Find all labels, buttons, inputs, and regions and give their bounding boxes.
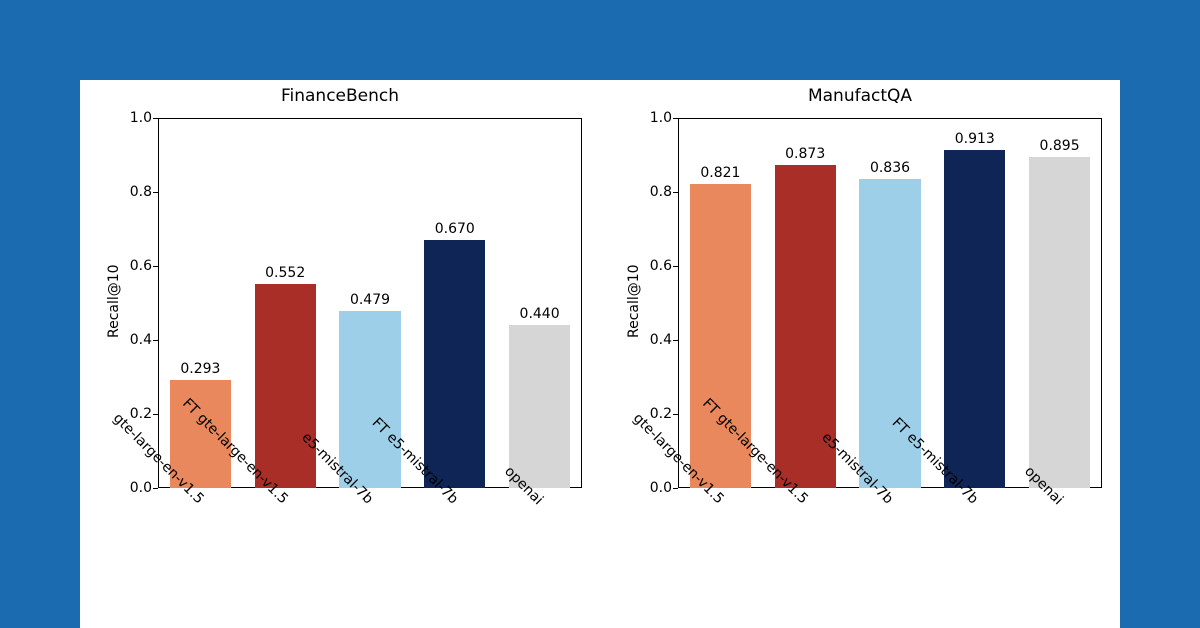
- y-tick-mark: [673, 340, 678, 341]
- y-tick-mark: [673, 118, 678, 119]
- y-tick-label: 0.6: [644, 258, 672, 274]
- chart-title: FinanceBench: [80, 86, 600, 106]
- y-tick-label: 1.0: [644, 110, 672, 126]
- y-tick-mark: [153, 266, 158, 267]
- y-axis-label: Recall@10: [106, 265, 122, 339]
- bar-value-label: 0.913: [955, 131, 995, 147]
- y-tick-label: 0.4: [124, 332, 152, 348]
- bar-value-label: 0.836: [870, 160, 910, 176]
- chart-title: ManufactQA: [600, 86, 1120, 106]
- y-tick-label: 0.8: [644, 184, 672, 200]
- y-tick-label: 0.6: [124, 258, 152, 274]
- bar-value-label: 0.293: [180, 361, 220, 377]
- y-tick-mark: [673, 488, 678, 489]
- y-tick-mark: [153, 192, 158, 193]
- y-axis-label: Recall@10: [626, 265, 642, 339]
- bar-value-label: 0.670: [435, 221, 475, 237]
- bar: [1029, 157, 1090, 488]
- bar-value-label: 0.552: [265, 265, 305, 281]
- y-tick-mark: [153, 414, 158, 415]
- bar-value-label: 0.895: [1040, 138, 1080, 154]
- bar-value-label: 0.440: [520, 306, 560, 322]
- bar: [509, 325, 570, 488]
- y-tick-label: 0.8: [124, 184, 152, 200]
- bar-value-label: 0.479: [350, 292, 390, 308]
- bar: [424, 240, 485, 488]
- bar: [944, 150, 1005, 488]
- y-tick-mark: [153, 488, 158, 489]
- y-tick-mark: [673, 414, 678, 415]
- chart-card: FinanceBenchRecall@100.00.20.40.60.81.00…: [80, 80, 1120, 628]
- y-tick-label: 0.0: [124, 480, 152, 496]
- y-tick-mark: [673, 192, 678, 193]
- bar: [339, 311, 400, 488]
- bar-value-label: 0.873: [785, 146, 825, 162]
- y-tick-mark: [153, 118, 158, 119]
- bar: [255, 284, 316, 488]
- y-tick-mark: [673, 266, 678, 267]
- chart-panel-0: FinanceBenchRecall@100.00.20.40.60.81.00…: [80, 80, 600, 628]
- y-tick-label: 1.0: [124, 110, 152, 126]
- y-tick-label: 0.4: [644, 332, 672, 348]
- page-outer: FinanceBenchRecall@100.00.20.40.60.81.00…: [0, 0, 1200, 628]
- y-tick-label: 0.0: [644, 480, 672, 496]
- chart-panels-row: FinanceBenchRecall@100.00.20.40.60.81.00…: [80, 80, 1120, 628]
- bar-value-label: 0.821: [700, 165, 740, 181]
- chart-panel-1: ManufactQARecall@100.00.20.40.60.81.00.8…: [600, 80, 1120, 628]
- y-tick-mark: [153, 340, 158, 341]
